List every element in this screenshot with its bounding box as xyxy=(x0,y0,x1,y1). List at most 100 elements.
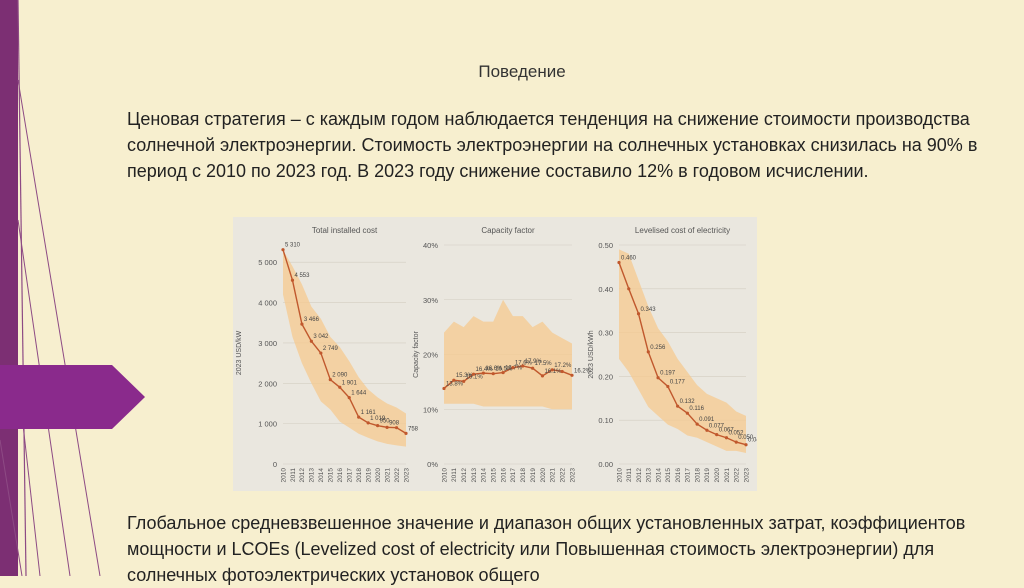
chart2-data-point xyxy=(481,371,485,375)
chart2-x-tick-label: 2022 xyxy=(559,468,566,483)
chart3-data-label: 0.132 xyxy=(680,399,696,405)
chart3-data-point xyxy=(676,404,680,408)
chart2-data-point xyxy=(452,378,456,382)
chart2-data-label: 16.1% xyxy=(544,369,562,375)
chart3-data-label: 0.052 xyxy=(728,431,744,437)
chart3-x-tick-label: 2012 xyxy=(636,468,643,483)
chart1-series-line xyxy=(282,249,407,435)
chart2-x-tick-label: 2021 xyxy=(550,468,557,483)
chart1-range-band xyxy=(283,250,406,447)
chart3-data-point xyxy=(636,312,641,316)
chart3-data-point xyxy=(627,287,631,291)
chart1-data-point xyxy=(404,431,408,436)
chart3-data-point xyxy=(617,260,621,265)
chart1-data-label: 1 901 xyxy=(342,380,358,386)
chart2-data-point xyxy=(521,364,525,368)
chart3-x-tick-label: 2014 xyxy=(655,468,662,483)
chart2-title: Capacity factor xyxy=(481,226,535,235)
chart1-data-label: 950 xyxy=(380,419,391,425)
chart3-range-band xyxy=(619,249,746,454)
chart1-data-point xyxy=(347,396,351,400)
chart3-data-label: 0.256 xyxy=(650,345,666,351)
chart1-data-label: 5 310 xyxy=(285,243,301,249)
chart2-data-label: 17.9% xyxy=(525,359,543,365)
chart2-y-axis-label: Capacity factor xyxy=(413,330,420,377)
chart1-x-tick-label: 2023 xyxy=(403,468,410,483)
chart2-x-tick-label: 2011 xyxy=(451,468,458,482)
chart1-x-tick-label: 2015 xyxy=(328,468,335,483)
chart3-data-point xyxy=(724,436,729,440)
chart2-y-tick-label: 30% xyxy=(423,296,438,305)
chart2-data-label: 17.2% xyxy=(554,363,572,369)
chart3-y-tick-label: 0.30 xyxy=(598,329,613,338)
chart2-data-point xyxy=(462,379,466,383)
chart1-y-axis-label: 2023 USD/kW xyxy=(236,330,243,375)
chart3-x-tick-label: 2017 xyxy=(685,468,692,483)
chart2-data-point xyxy=(471,372,476,376)
chart-panel: Total installed cost 0 1 000 2 000 3 000 4 00… xyxy=(233,217,757,491)
chart2-x-tick-label: 2020 xyxy=(540,468,547,483)
chart2-data-label: 16.6% xyxy=(485,366,503,372)
chart2-y-tick-label: 10% xyxy=(423,405,438,414)
chart3-data-label: 0.091 xyxy=(699,417,715,423)
chart3-data-label: 0.044 xyxy=(748,438,757,444)
chart1-data-label: 1 644 xyxy=(351,391,367,397)
chart3-x-tick-label: 2020 xyxy=(714,468,721,483)
body-paragraph: Ценовая стратегия – с каждым годом наблю… xyxy=(127,109,978,181)
chart2-data-label: 16.4% xyxy=(476,367,494,373)
chart3-data-label: 0.077 xyxy=(709,423,725,429)
chart3-data-point xyxy=(744,443,748,447)
chart3-data-point xyxy=(656,376,660,380)
chart1-data-label: 1 161 xyxy=(361,410,377,416)
chart1-y-tick-label: 3 000 xyxy=(258,339,277,348)
chart2-data-point xyxy=(501,370,505,375)
chart3-x-tick-label: 2022 xyxy=(734,468,741,483)
chart1-data-label: 4 553 xyxy=(294,273,310,279)
chart1-x-tick-label: 2022 xyxy=(394,468,401,483)
chart2-data-label: 15.1% xyxy=(466,374,484,380)
chart2-x-tick-label: 2019 xyxy=(530,468,537,483)
chart1-data-point xyxy=(385,425,389,429)
chart2-data-point xyxy=(570,373,574,377)
chart2-y-tick-label: 20% xyxy=(423,351,438,360)
chart1-data-label: 2 749 xyxy=(323,346,339,352)
chart2-data-point xyxy=(550,368,554,372)
chart3-x-tick-label: 2010 xyxy=(616,468,623,483)
chart3-y-tick-label: 0.50 xyxy=(598,241,613,250)
chart3-x-tick-label: 2011 xyxy=(626,468,633,482)
chart2-data-point xyxy=(491,372,495,376)
sidebar-arrow xyxy=(0,365,145,429)
chart1-data-point xyxy=(319,351,323,355)
sidebar-strip xyxy=(0,0,18,576)
chart1-data-label: 3 042 xyxy=(313,334,329,340)
chart2-x-tick-label: 2012 xyxy=(461,468,468,483)
chart1-x-tick-label: 2016 xyxy=(337,468,344,483)
chart2-y-tick-label: 0% xyxy=(427,460,438,469)
chart3-y-axis-label: 2023 USD/kWh xyxy=(588,330,595,378)
chart2-x-tick-label: 2018 xyxy=(520,468,527,483)
chart3-data-point xyxy=(685,411,689,415)
chart3-data-label: 0.067 xyxy=(719,428,735,434)
chart3-data-label: 0.116 xyxy=(689,406,704,412)
chart2-x-tick-label: 2017 xyxy=(510,468,517,483)
chart3-x-tick-label: 2016 xyxy=(675,468,682,483)
figure-caption: Глобальное средневзвешенное значение и д… xyxy=(127,513,966,585)
chart1-data-point xyxy=(290,278,295,282)
chart3-x-tick-label: 2019 xyxy=(704,468,711,483)
chart1-y-tick-label: 1 000 xyxy=(258,420,277,429)
chart1-data-point xyxy=(338,385,342,389)
chart1-data-point xyxy=(376,424,380,428)
chart1-x-tick-label: 2017 xyxy=(347,468,354,483)
chart3-y-tick-label: 0.10 xyxy=(598,416,613,425)
chart2-data-label: 15.3% xyxy=(456,373,474,379)
chart1-x-tick-label: 2010 xyxy=(280,468,287,483)
chart3-data-point xyxy=(705,428,709,432)
chart1-x-tick-label: 2013 xyxy=(309,468,316,483)
chart3-data-label: 0.460 xyxy=(621,256,637,262)
chart3-x-tick-label: 2018 xyxy=(694,468,701,483)
chart1-x-tick-label: 2012 xyxy=(299,468,306,483)
chart3-data-point xyxy=(695,422,699,426)
chart2-data-point xyxy=(540,374,545,378)
chart3-data-label: 0.177 xyxy=(670,379,686,385)
chart2-data-label: 17.5% xyxy=(535,361,553,367)
